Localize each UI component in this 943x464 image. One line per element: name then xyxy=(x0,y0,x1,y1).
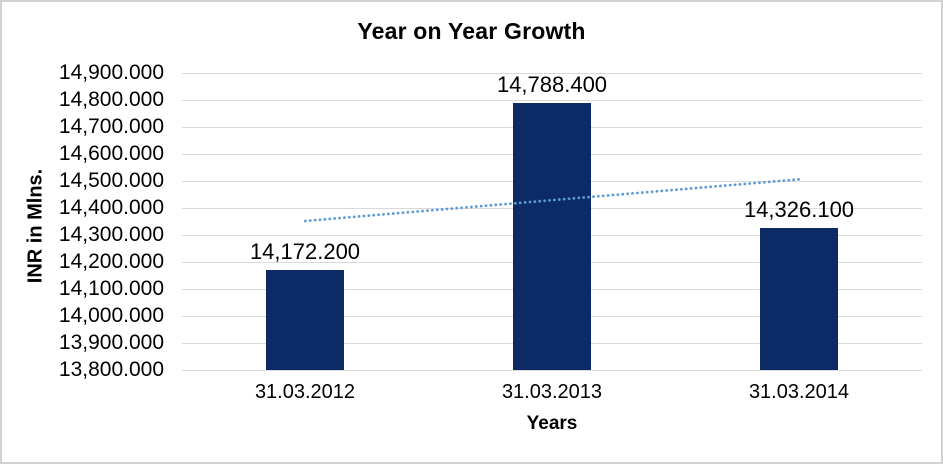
bar-31.03.2012 xyxy=(266,270,344,370)
y-tick-label: 14,400.000 xyxy=(58,196,164,219)
y-tick-label: 14,600.000 xyxy=(58,142,164,165)
category-label: 31.03.2012 xyxy=(254,381,356,403)
bar-data-label: 14,326.100 xyxy=(743,197,855,222)
y-tick-label: 14,200.000 xyxy=(58,250,164,273)
gridline xyxy=(182,100,922,101)
bar-31.03.2013 xyxy=(513,103,591,370)
bar-31.03.2014 xyxy=(760,228,838,370)
bar-data-label: 14,172.200 xyxy=(249,239,361,264)
gridline xyxy=(182,370,922,371)
x-axis-title: Years xyxy=(526,413,578,434)
plot-area: 14,172.200 14,788.400 14,326.100 xyxy=(182,72,922,371)
category-label: 31.03.2013 xyxy=(501,381,603,403)
y-tick-label: 14,500.000 xyxy=(58,169,164,192)
category-label: 31.03.2014 xyxy=(748,381,850,403)
y-tick-label: 14,900.000 xyxy=(58,61,164,84)
y-tick-label: 14,700.000 xyxy=(58,115,164,138)
bar-data-label: 14,788.400 xyxy=(496,72,608,97)
gridline xyxy=(182,73,922,74)
y-tick-label: 13,800.000 xyxy=(58,358,164,381)
y-tick-label: 14,100.000 xyxy=(58,277,164,300)
y-tick-label: 14,300.000 xyxy=(58,223,164,246)
y-tick-label: 14,000.000 xyxy=(58,304,164,327)
y-tick-label: 14,800.000 xyxy=(58,88,164,111)
chart-title: Year on Year Growth xyxy=(357,18,586,44)
y-tick-label: 13,900.000 xyxy=(58,331,164,354)
